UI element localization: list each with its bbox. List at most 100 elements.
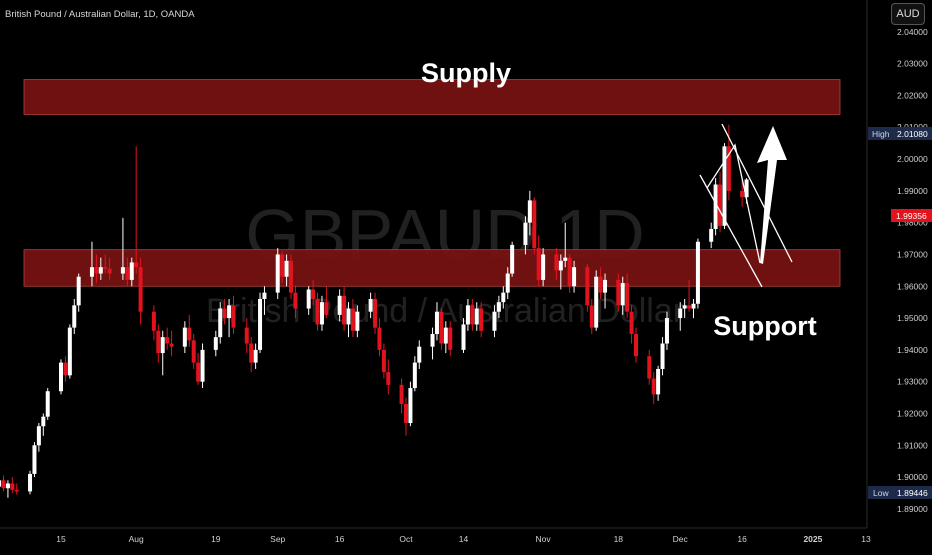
candle	[381, 343, 386, 379]
candle	[196, 353, 201, 385]
candle-body	[227, 305, 232, 319]
candle	[678, 302, 683, 331]
candle	[399, 378, 404, 414]
candle-body	[231, 305, 236, 328]
candle-body	[439, 311, 444, 344]
candle	[98, 257, 103, 280]
candle-body	[275, 254, 280, 293]
candle	[350, 298, 355, 338]
candle	[324, 286, 329, 319]
candle	[682, 298, 687, 319]
price-tick-label: 2.04000	[897, 27, 928, 37]
candle	[59, 359, 63, 395]
candle	[713, 178, 718, 236]
candle	[386, 359, 391, 395]
candle	[138, 257, 143, 325]
candle	[634, 327, 638, 363]
candle-body	[417, 346, 422, 363]
candle-body	[470, 305, 475, 325]
price-tick-label: 1.90000	[897, 472, 928, 482]
candle	[404, 397, 408, 436]
candle-body	[465, 305, 470, 325]
candle	[36, 423, 41, 452]
candle-body	[510, 244, 515, 274]
candle-body	[120, 267, 125, 274]
candle	[417, 340, 422, 369]
candle-body	[589, 305, 594, 328]
candle	[94, 254, 99, 284]
candle-body	[134, 262, 139, 268]
high-badge-box	[868, 127, 932, 140]
candle	[532, 197, 537, 255]
candle-body	[218, 308, 223, 338]
candle	[76, 273, 81, 312]
candle	[315, 292, 320, 331]
candle-body	[523, 222, 528, 245]
candle	[474, 302, 479, 331]
candle	[41, 413, 46, 436]
channel-lower-line	[699, 174, 763, 288]
candle	[558, 254, 563, 290]
candle-body	[76, 276, 81, 306]
candle	[107, 257, 112, 280]
candle-body	[461, 324, 466, 350]
candle	[319, 295, 324, 331]
candle	[275, 248, 280, 299]
candle	[695, 238, 700, 309]
candle-body	[505, 273, 510, 293]
candle-body	[45, 391, 50, 417]
candle	[337, 289, 342, 322]
candle-body	[443, 327, 448, 344]
candle	[28, 470, 33, 495]
time-axis: 15 Aug 19 Sep 16 Oct 14 Nov 18 Dec 16 2025 13	[0, 527, 871, 544]
candle	[651, 372, 656, 404]
candle	[10, 477, 15, 494]
candle	[718, 171, 723, 233]
high-badge: High 2.01080	[868, 127, 932, 140]
time-tick-label: 14	[459, 534, 469, 544]
time-tick-label: Aug	[129, 534, 144, 544]
candle	[572, 260, 577, 293]
candle-body	[651, 378, 656, 395]
time-tick-label: Oct	[399, 534, 413, 544]
candle-body	[280, 254, 285, 277]
candle	[289, 254, 293, 299]
candle-body	[1, 480, 6, 489]
candle-body	[165, 337, 170, 344]
candle	[554, 248, 559, 280]
candle-body	[430, 333, 435, 347]
currency-button[interactable]: AUD	[891, 3, 925, 25]
candle	[1, 475, 6, 492]
candle	[32, 442, 37, 478]
candle-body	[200, 349, 205, 382]
candle	[182, 321, 187, 354]
candle	[213, 330, 218, 357]
price-tick-label: 2.00000	[897, 154, 928, 164]
candle-body	[598, 276, 603, 293]
candle	[187, 314, 192, 347]
candle	[603, 273, 608, 309]
candle	[660, 337, 665, 376]
candle-body	[306, 289, 311, 309]
candle	[505, 267, 510, 299]
candle-body	[138, 267, 143, 312]
candle-body	[337, 295, 342, 315]
candle-body	[169, 343, 174, 347]
candle	[664, 311, 669, 350]
candle	[598, 267, 603, 299]
candle-body	[541, 254, 546, 280]
candle	[647, 349, 652, 385]
candle-body	[5, 483, 10, 489]
high-badge-label: High	[872, 129, 890, 139]
price-tick-label: 1.98000	[897, 218, 928, 228]
candle-body	[479, 308, 484, 331]
candle	[342, 286, 347, 331]
candle-body	[222, 308, 227, 319]
candle-body	[616, 279, 621, 306]
candle	[293, 286, 298, 319]
analysis-drawings	[699, 123, 793, 288]
candle	[501, 286, 506, 309]
candle-body	[213, 337, 218, 350]
candle-body	[554, 254, 559, 271]
candle	[103, 254, 108, 274]
